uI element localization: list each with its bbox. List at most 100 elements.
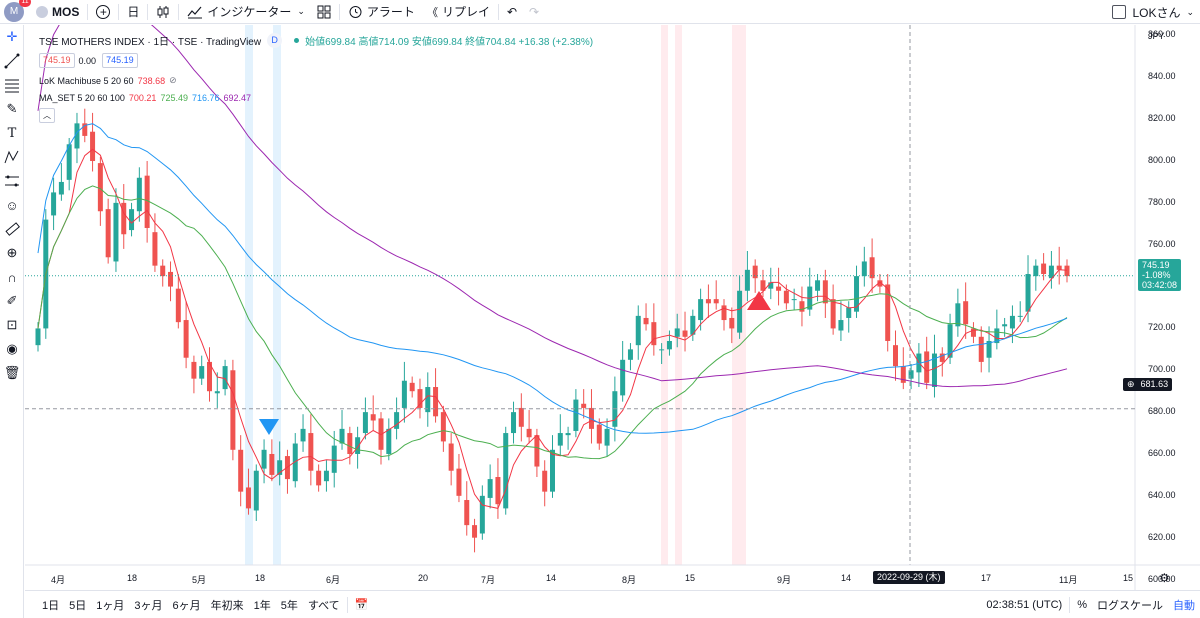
range-buttons: 1日 5日 1ヶ月 3ヶ月 6ヶ月 年初来 1年 5年 すべて: [37, 597, 345, 613]
percent-toggle[interactable]: %: [1072, 599, 1092, 611]
layout-button[interactable]: [311, 0, 337, 24]
eye-icon: ◉: [6, 341, 17, 357]
candle-body: [527, 429, 532, 437]
hidden-eye-icon[interactable]: ⊘: [169, 75, 177, 86]
redo-button[interactable]: ↷: [523, 0, 545, 24]
indicator1-legend[interactable]: LoK Machibuse 5 20 60 738.68 ⊘: [39, 75, 177, 86]
utc-clock[interactable]: 02:38:51 (UTC): [981, 599, 1067, 611]
indicator2-legend[interactable]: MA_SET 5 20 60 100 700.21 725.49 716.76 …: [39, 93, 251, 103]
magnet-tool[interactable]: ∩: [0, 265, 24, 289]
time-tick: 6月: [326, 573, 340, 586]
icon-tool[interactable]: ☺: [0, 193, 24, 217]
layout-name-button[interactable]: LOKさん ⌄: [1106, 0, 1200, 24]
replay-button[interactable]: 《 リプレイ: [421, 0, 496, 24]
range-button[interactable]: 5年: [276, 597, 303, 613]
candle-body: [963, 301, 968, 324]
range-button[interactable]: 1年: [249, 597, 276, 613]
candle-body: [838, 320, 843, 330]
indicators-icon: [187, 5, 203, 19]
settings-gear-icon[interactable]: ⚙: [1159, 571, 1170, 585]
log-scale-toggle[interactable]: ログスケール: [1092, 597, 1168, 613]
candle-body: [113, 203, 118, 262]
prediction-tool[interactable]: [0, 169, 24, 193]
measure-tool[interactable]: [0, 217, 24, 241]
plus-circle-icon[interactable]: ⊕: [1127, 379, 1135, 389]
visibility-tool[interactable]: ◉: [0, 337, 24, 361]
time-tick: 15: [685, 573, 695, 583]
indicator2-name: MA_SET 5 20 60 100: [39, 93, 125, 103]
ma5-value: 700.21: [129, 93, 157, 103]
plus-circle-icon: +: [96, 5, 110, 19]
top-toolbar: M 11 MOS + 日 インジケーター ⌄ アラート 《 リプレイ ↶ ↷ L…: [0, 0, 1200, 24]
text-tool[interactable]: T: [0, 121, 24, 145]
trend-line-tool[interactable]: [0, 49, 24, 73]
alert-button[interactable]: アラート: [342, 0, 421, 24]
range-button[interactable]: すべて: [303, 597, 345, 613]
candle-body: [870, 257, 875, 278]
brush-tool[interactable]: ✎: [0, 97, 24, 121]
user-avatar[interactable]: M 11: [4, 2, 24, 22]
pattern-tool[interactable]: [0, 145, 24, 169]
crosshair-tool[interactable]: ✛: [0, 25, 24, 49]
range-button[interactable]: 1ヶ月: [91, 597, 129, 613]
chart-pane[interactable]: TSE MOTHERS INDEX · 1日 · TSE · TradingVi…: [25, 25, 1200, 618]
candle-body: [269, 454, 274, 475]
interval-button[interactable]: 日: [121, 0, 145, 24]
candle-body: [262, 450, 267, 469]
undo-button[interactable]: ↶: [501, 0, 523, 24]
stay-drawing-tool[interactable]: ✐: [0, 289, 24, 313]
compare-add-button[interactable]: +: [90, 0, 116, 24]
range-button[interactable]: 1日: [37, 597, 64, 613]
candle-body: [792, 299, 797, 300]
candle-body: [402, 381, 407, 408]
zoom-tool[interactable]: ⊕: [0, 241, 24, 265]
top-right-area: LOKさん ⌄: [1106, 0, 1200, 24]
candle-body: [675, 328, 680, 336]
candle-body: [410, 383, 415, 391]
candle-body: [636, 316, 641, 345]
pencil-lock-icon: ✐: [7, 293, 18, 309]
indicator1-name: LoK Machibuse 5 20 60: [39, 76, 134, 86]
range-button[interactable]: 5日: [64, 597, 91, 613]
candle-body: [1057, 266, 1062, 270]
lock-tool[interactable]: ⊡: [0, 313, 24, 337]
legend-collapse[interactable]: ︿: [39, 108, 59, 123]
candle-body: [316, 471, 321, 486]
range-button[interactable]: 3ヶ月: [129, 597, 167, 613]
candle-body: [355, 437, 360, 454]
ma20-line: [38, 186, 1067, 459]
fib-tool[interactable]: [0, 73, 24, 97]
delete-tool[interactable]: 🗑: [0, 361, 24, 385]
candle-body: [308, 433, 313, 471]
alert-label: アラート: [367, 3, 415, 20]
candle-body: [51, 192, 56, 215]
candle-body: [59, 182, 64, 195]
candle-body: [846, 308, 851, 318]
indicators-button[interactable]: インジケーター ⌄: [181, 0, 311, 24]
bar-countdown: 03:42:08: [1142, 280, 1177, 290]
time-tick: 18: [255, 573, 265, 583]
price-chart[interactable]: [25, 25, 1200, 590]
candle-body: [667, 341, 672, 349]
candle-body: [191, 362, 196, 379]
candle-body: [176, 289, 181, 322]
candle-body: [542, 471, 547, 492]
candle-body: [90, 132, 95, 161]
auto-scale-toggle[interactable]: 自動: [1168, 597, 1200, 613]
candle-body: [1010, 316, 1015, 329]
candle-body: [456, 469, 461, 496]
candle-body: [254, 471, 259, 511]
candle-body: [550, 450, 555, 492]
chart-type-button[interactable]: [150, 0, 176, 24]
candle-body: [831, 299, 836, 328]
chevron-up-icon: ︿: [39, 108, 55, 123]
symbol-search-button[interactable]: MOS: [30, 0, 85, 24]
range-button[interactable]: 6ヶ月: [168, 597, 206, 613]
range-button[interactable]: 年初来: [206, 597, 249, 613]
delayed-badge[interactable]: D: [267, 33, 282, 48]
ask-price-box[interactable]: 745.19: [102, 53, 138, 68]
goto-date-button[interactable]: 📅: [350, 598, 374, 611]
candle-body: [519, 408, 524, 427]
bid-price-box[interactable]: 745.19: [39, 53, 75, 68]
candle-body: [215, 391, 220, 393]
